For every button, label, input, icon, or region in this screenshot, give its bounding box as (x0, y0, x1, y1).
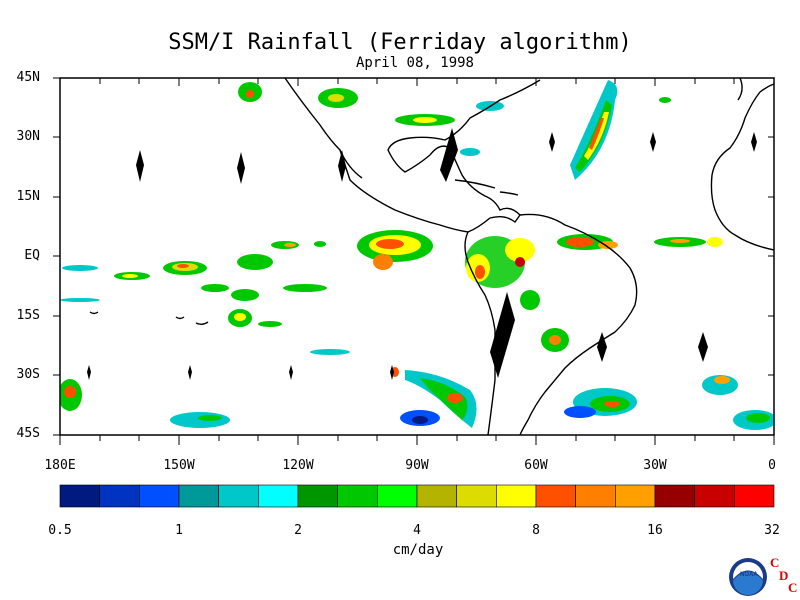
colorbar-swatch (615, 484, 656, 508)
lat-label-30n: 30N (16, 129, 40, 144)
lon-label-120w: 120W (282, 458, 314, 473)
colorbar-swatch (337, 484, 378, 508)
cdc-letter-c1: C (770, 555, 780, 570)
colorbar-swatch (734, 484, 775, 508)
colorbar-swatch (218, 484, 259, 508)
colorbar-swatch (456, 484, 497, 508)
rain-band-itcz-west (60, 241, 350, 355)
lat-label-15s: 15S (16, 308, 40, 323)
colorbar-swatch (694, 484, 735, 508)
lon-label-90w: 90W (405, 458, 429, 473)
colorbar-unit: cm/day (392, 542, 444, 558)
cdc-letter-d: D (779, 568, 789, 583)
colorbar-tick-label: 16 (647, 523, 663, 538)
rain-band-itcz-east (357, 230, 433, 270)
rain-southern-storms (60, 367, 774, 430)
colorbar (59, 484, 775, 508)
colorbar-swatch (535, 484, 576, 508)
colorbar-tick-label: 4 (413, 523, 421, 538)
colorbar-swatch (99, 484, 140, 508)
map-title: SSM/I Rainfall (Ferriday algorithm) (168, 30, 632, 55)
colorbar-swatch (178, 484, 219, 508)
lon-label-150w: 150W (163, 458, 195, 473)
lon-label-30w: 30W (643, 458, 667, 473)
colorbar-tick-label: 0.5 (48, 523, 72, 538)
noaa-logo (729, 558, 767, 596)
colorbar-swatch (496, 484, 537, 508)
rain-north-atlantic (238, 80, 671, 180)
colorbar-tick-label: 1 (175, 523, 183, 538)
lat-label-eq: EQ (24, 248, 40, 263)
noaa-badge-text: NOAA (740, 572, 758, 578)
lat-label-15n: 15N (16, 189, 40, 204)
lon-ticks (59, 78, 775, 445)
lon-label-180e: 180E (44, 458, 76, 473)
lat-label-45n: 45N (16, 70, 40, 85)
colorbar-tick-label: 32 (764, 523, 780, 538)
rain-south-america (465, 234, 723, 352)
map-date: April 08, 1998 (355, 55, 474, 71)
colorbar-swatch (654, 484, 695, 508)
lat-ticks (53, 77, 774, 436)
lon-label-0: 0 (768, 458, 776, 473)
lon-label-60w: 60W (524, 458, 548, 473)
rain-areas (60, 80, 774, 430)
colorbar-swatch (258, 484, 299, 508)
lat-label-45s: 45S (16, 426, 40, 441)
colorbar-swatch (377, 484, 418, 508)
colorbar-swatch (59, 484, 100, 508)
colorbar-swatch (297, 484, 338, 508)
colorbar-swatch (575, 484, 616, 508)
colorbar-swatch (139, 484, 180, 508)
colorbar-tick-label: 2 (294, 523, 302, 538)
colorbar-swatch (416, 484, 457, 508)
lat-label-30s: 30S (16, 367, 40, 382)
colorbar-tick-label: 8 (532, 523, 540, 538)
coastlines (89, 78, 774, 435)
cdc-letter-c2: C (788, 580, 798, 595)
missing-data-swaths (87, 128, 757, 380)
